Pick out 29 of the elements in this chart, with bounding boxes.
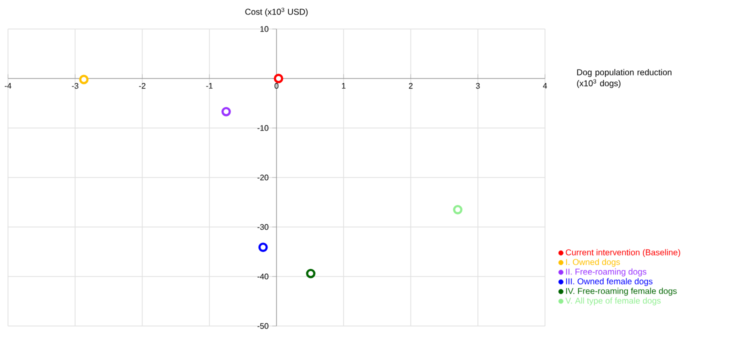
point — [221, 106, 231, 116]
x-tick-label: 2 — [408, 83, 413, 89]
point — [274, 74, 284, 84]
x-tick-label: -3 — [72, 83, 78, 89]
x-tick-label: 0 — [274, 83, 278, 89]
y-tick-label: -30 — [258, 224, 268, 230]
y-tick-label: -50 — [258, 323, 268, 329]
legend-label: II. Free-roaming dogs — [566, 268, 646, 276]
legend-label: I. Owned dogs — [566, 258, 620, 267]
x-tick-label: -2 — [139, 83, 146, 89]
y-tick-label: -40 — [258, 274, 268, 280]
x-tick-label: 4 — [542, 83, 547, 89]
y-tick-label: -20 — [258, 174, 268, 180]
point — [306, 268, 316, 278]
point — [79, 74, 89, 84]
legend-label: IV. Free-roaming female dogs — [566, 288, 677, 296]
y-tick-label: -10 — [258, 125, 268, 131]
x-tick-label: 1 — [342, 83, 346, 89]
x-tick-label: -1 — [206, 83, 213, 89]
point — [258, 242, 268, 252]
y-tick-label: 10 — [260, 26, 268, 32]
legend-label: Current intervention (Baseline) — [566, 249, 680, 258]
point — [453, 204, 462, 214]
y-axis-title: Cost (x10$^{3}$ USD) — [245, 8, 308, 16]
legend-label: V. All type of female dogs — [565, 297, 661, 306]
legend-label: III. Owned female dogs — [566, 278, 652, 286]
x-tick-label: -4 — [4, 83, 12, 89]
x-axis-title: Dog population reduction (x10$^{3}$ dogs) — [577, 69, 672, 88]
x-tick-label: 3 — [476, 83, 480, 89]
